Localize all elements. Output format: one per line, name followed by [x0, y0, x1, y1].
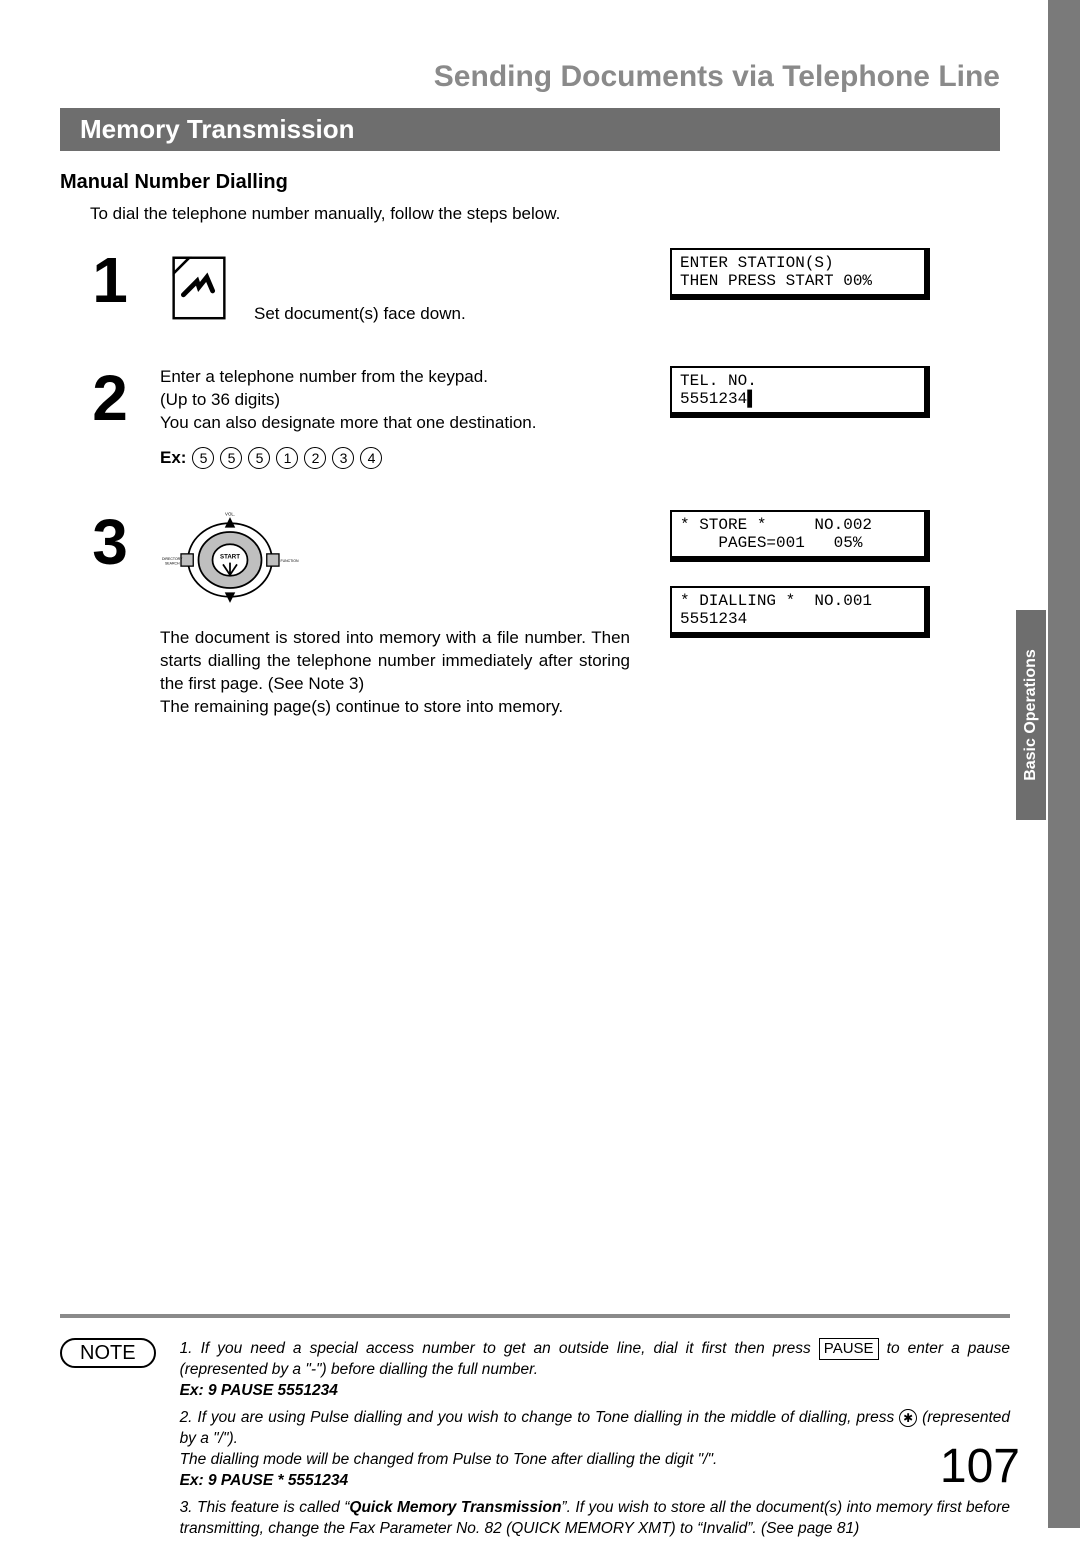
step-number: 1 — [60, 248, 160, 312]
note-item-2: 2. If you are using Pulse dialling and y… — [180, 1408, 1010, 1492]
step-2-body: Enter a telephone number from the keypad… — [160, 366, 630, 470]
note-block: NOTE 1. If you need a special access num… — [60, 1338, 1010, 1546]
keypad-digit: 5 — [192, 447, 214, 469]
sub-heading: Manual Number Dialling — [60, 171, 1000, 194]
keypad-digit: 5 — [220, 447, 242, 469]
svg-text:START: START — [220, 553, 240, 560]
note-3a: 3. This feature is called “ — [180, 1499, 350, 1516]
note-3-bold: Quick Memory Transmission — [349, 1499, 561, 1516]
step-1-caption: Set document(s) face down. — [254, 303, 466, 326]
note-body: 1. If you need a special access number t… — [180, 1338, 1010, 1546]
step-2-line1: Enter a telephone number from the keypad… — [160, 366, 630, 389]
pause-key-icon: PAUSE — [819, 1338, 879, 1360]
separator-rule — [60, 1314, 1010, 1318]
svg-text:VOL.: VOL. — [225, 511, 235, 516]
step-number: 2 — [60, 366, 160, 430]
page-title: Sending Documents via Telephone Line — [60, 60, 1000, 94]
step-1-body: Set document(s) face down. — [160, 248, 630, 326]
side-tab: Basic Operations — [1016, 610, 1046, 820]
star-key-icon: ✱ — [899, 1409, 917, 1427]
ex-label: Ex: — [160, 447, 186, 470]
document-facedown-icon — [160, 248, 238, 326]
note-item-3: 3. This feature is called “Quick Memory … — [180, 1498, 1010, 1540]
step-3-lcd-col: * STORE * NO.002 PAGES=001 05% * DIALLIN… — [670, 510, 930, 662]
step-2-line2: (Up to 36 digits) — [160, 389, 630, 412]
keypad-digit: 3 — [332, 447, 354, 469]
step-1: 1 Set document(s) face down. ENTER STATI… — [60, 248, 1000, 326]
lcd-display: ENTER STATION(S) THEN PRESS START 00% — [670, 248, 930, 300]
svg-text:FUNCTION: FUNCTION — [280, 559, 299, 563]
svg-text:DIRECTORY: DIRECTORY — [162, 557, 183, 561]
intro-text: To dial the telephone number manually, f… — [90, 204, 1000, 224]
step-2: 2 Enter a telephone number from the keyp… — [60, 366, 1000, 470]
keypad-digit: 5 — [248, 447, 270, 469]
note-1-ex: Ex: 9 PAUSE 5551234 — [180, 1382, 338, 1399]
svg-text:SEARCH: SEARCH — [165, 561, 180, 565]
keypad-digit: 1 — [276, 447, 298, 469]
step-2-line3: You can also designate more that one des… — [160, 412, 630, 435]
step-3-body: START VOL. DIRECTORY SEARCH FUNCTION The… — [160, 510, 630, 719]
example-line: Ex: 5 5 5 1 2 3 4 — [160, 447, 630, 470]
keypad-digit: 4 — [360, 447, 382, 469]
page-number: 107 — [940, 1439, 1020, 1494]
start-button-icon: START VOL. DIRECTORY SEARCH FUNCTION — [160, 510, 300, 610]
side-tab-label: Basic Operations — [1022, 649, 1040, 781]
step-3-text: The document is stored into memory with … — [160, 627, 630, 719]
note-label: NOTE — [60, 1338, 156, 1368]
keypad-digit: 2 — [304, 447, 326, 469]
step-2-lcd-col: TEL. NO. 5551234▌ — [670, 366, 930, 442]
right-gray-band — [1048, 0, 1080, 1528]
lcd-display: * STORE * NO.002 PAGES=001 05% — [670, 510, 930, 562]
note-2-ex: Ex: 9 PAUSE * 5551234 — [180, 1472, 349, 1489]
section-bar: Memory Transmission — [60, 108, 1000, 151]
note-1a: 1. If you need a special access number t… — [180, 1340, 819, 1357]
page-content: Sending Documents via Telephone Line Mem… — [60, 60, 1000, 758]
lcd-display: TEL. NO. 5551234▌ — [670, 366, 930, 418]
step-1-lcd-col: ENTER STATION(S) THEN PRESS START 00% — [670, 248, 930, 324]
step-3: 3 START VOL. DIRECTORY SEARCH FUNCTION T… — [60, 510, 1000, 719]
step-number: 3 — [60, 510, 160, 574]
note-item-1: 1. If you need a special access number t… — [180, 1338, 1010, 1402]
note-2c: The dialling mode will be changed from P… — [180, 1451, 718, 1468]
note-2a: 2. If you are using Pulse dialling and y… — [180, 1409, 900, 1426]
lcd-display: * DIALLING * NO.001 5551234 — [670, 586, 930, 638]
